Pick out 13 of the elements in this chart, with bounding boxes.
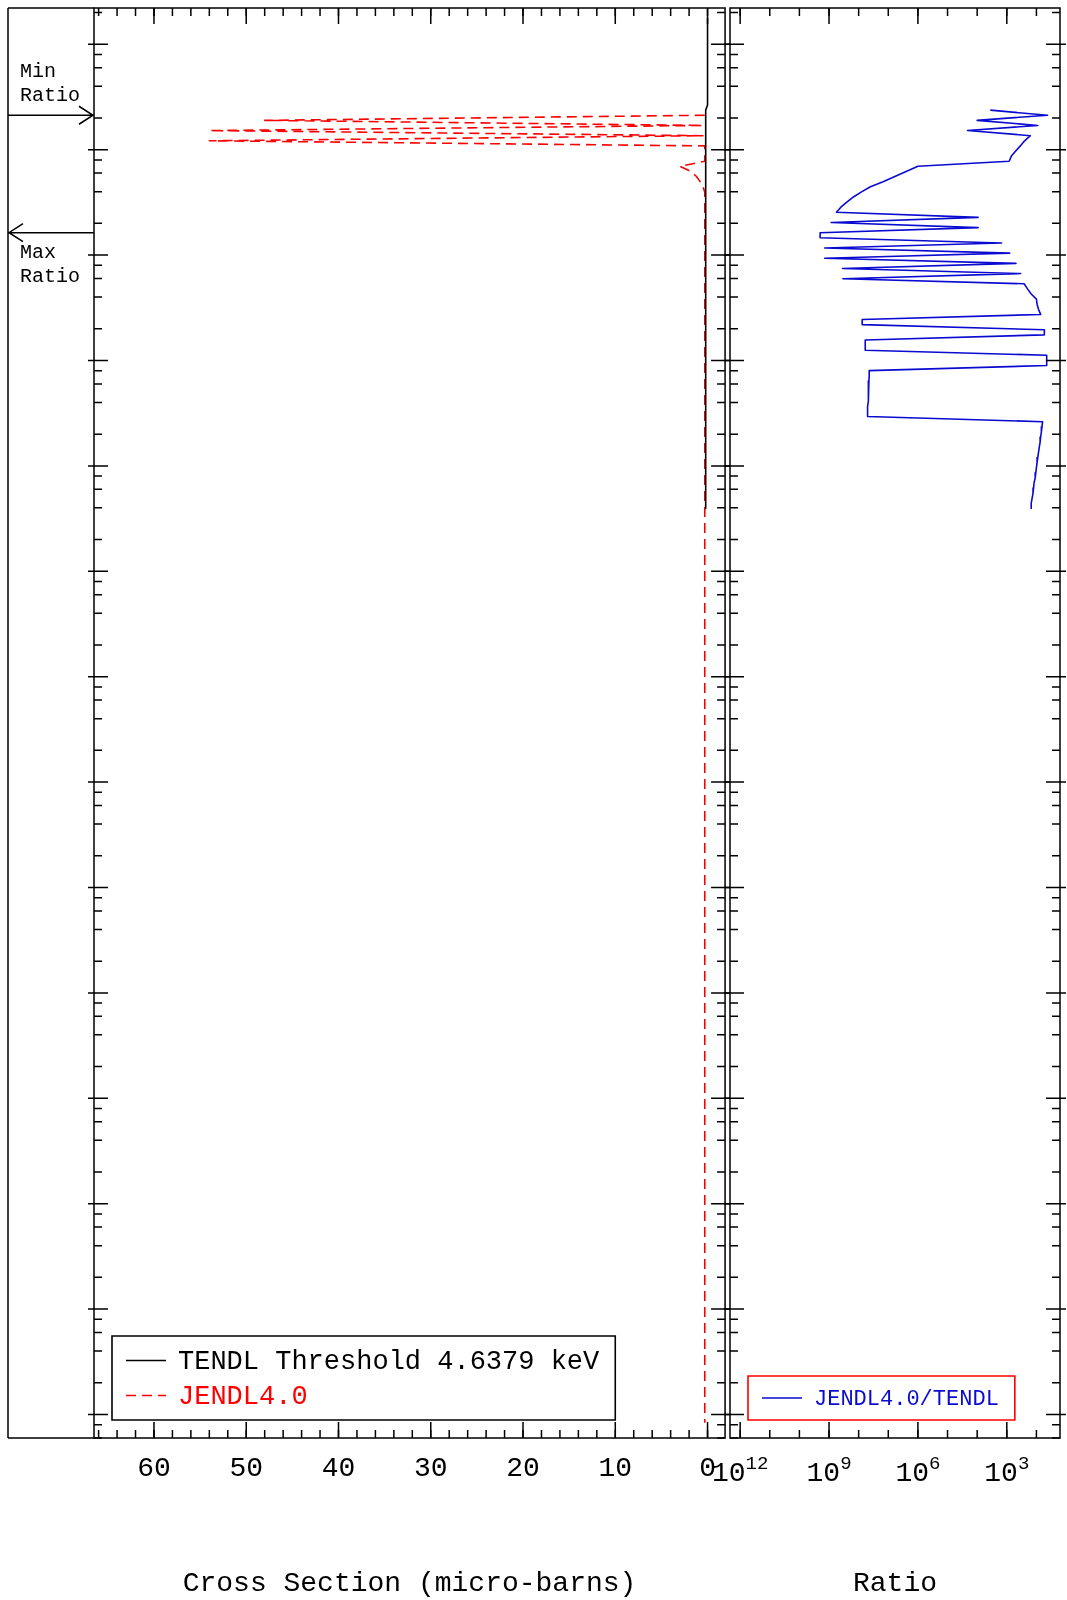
x-tick-label: 20	[506, 1453, 540, 1485]
legend-label: JENDL4.0	[178, 1381, 308, 1412]
legend-label: TENDL Threshold 4.6379 keV	[178, 1346, 601, 1377]
x-axis-title: Cross Section (micro-barns)	[182, 1567, 637, 1599]
x-axis-title: Ratio	[852, 1567, 938, 1599]
x-tick-label: 40	[321, 1453, 356, 1485]
text: Max Ratio	[20, 241, 81, 289]
legend-label: JENDL4.0/TENDL	[814, 1386, 999, 1412]
x-tick-label: 60	[137, 1453, 171, 1485]
x-tick-label: 30	[413, 1453, 448, 1485]
x-tick-label: 10	[598, 1453, 633, 1485]
text: Min Ratio	[20, 59, 81, 107]
x-tick-label: 50	[229, 1453, 264, 1485]
